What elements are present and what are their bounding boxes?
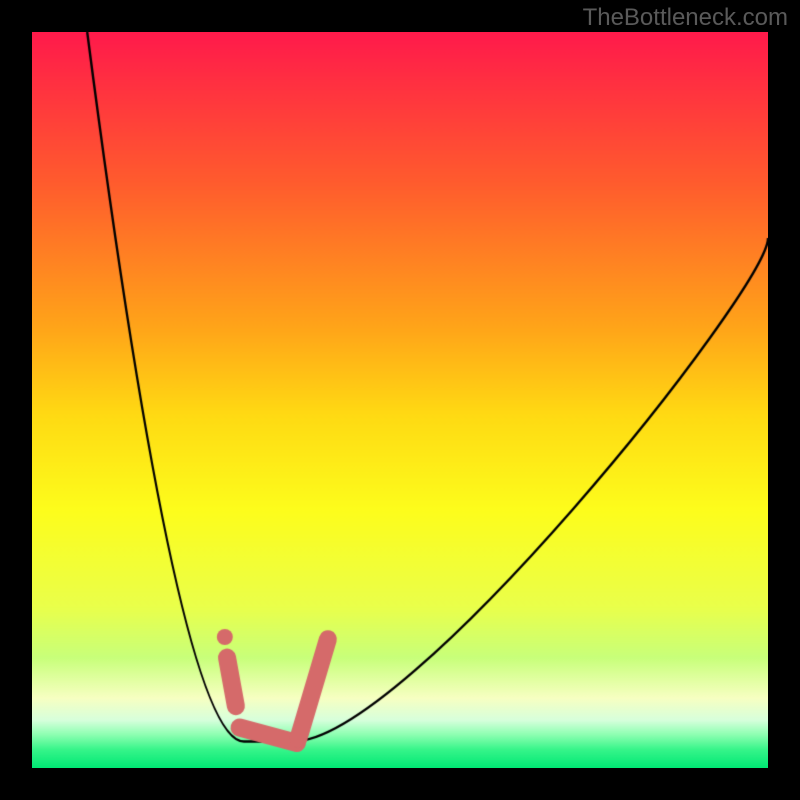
bottleneck-curve-chart [32, 32, 768, 768]
chart-container: TheBottleneck.com [0, 0, 800, 800]
source-watermark: TheBottleneck.com [583, 4, 788, 32]
